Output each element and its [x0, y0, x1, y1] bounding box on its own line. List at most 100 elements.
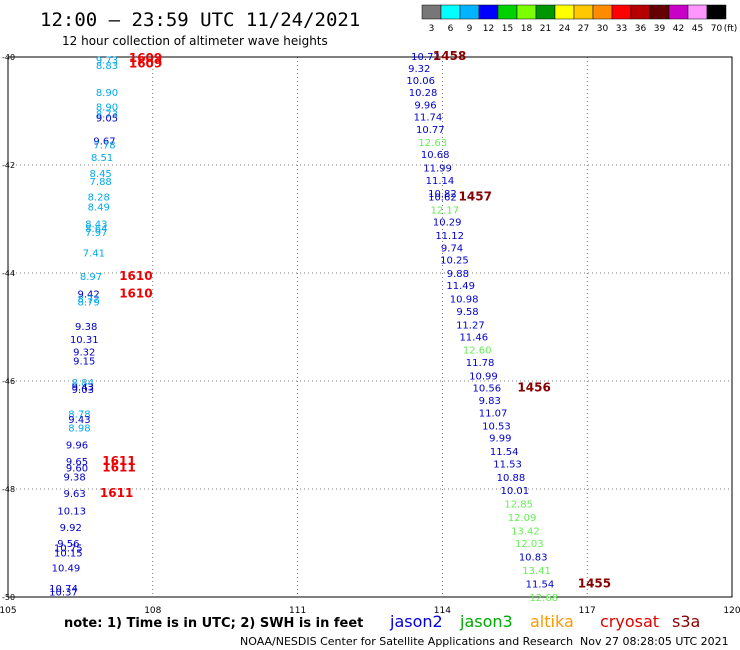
chart-title: 12:00 – 23:59 UTC 11/24/2021 — [40, 9, 360, 31]
swh-value-label: 13.42 — [511, 527, 540, 538]
swh-value-label: 8.72 — [77, 294, 99, 305]
swh-value-label: 12.85 — [504, 500, 533, 511]
swh-value-label: 11.07 — [479, 408, 508, 419]
swh-value-label: 11.27 — [456, 320, 485, 331]
swh-value-label: 9.38 — [63, 473, 85, 484]
swh-value-label: 11.54 — [490, 447, 519, 458]
colorbar-swatch — [440, 4, 461, 20]
y-tick-label: -44 — [2, 269, 15, 278]
swh-value-label: 11.14 — [426, 176, 455, 187]
swh-value-label: 10.99 — [469, 372, 498, 383]
x-tick-label: 105 — [0, 606, 17, 616]
swh-value-label: 11.12 — [435, 231, 464, 242]
swh-value-label: 7.97 — [85, 228, 107, 239]
swh-value-label: 12.63 — [418, 138, 447, 149]
swh-value-label: 10.01 — [500, 486, 529, 497]
colorbar-swatch — [497, 4, 518, 20]
swh-value-label: 8.97 — [80, 272, 102, 283]
swh-value-label: 9.63 — [63, 489, 85, 500]
swh-value-label: 9.43 — [68, 415, 90, 426]
colorbar-swatch — [649, 4, 670, 20]
y-tick-label: -46 — [2, 377, 15, 386]
swh-value-label: 9.65 — [66, 457, 88, 468]
swh-value-label: 11.74 — [414, 112, 443, 123]
footer-note: note: 1) Time is in UTC; 2) SWH is in fe… — [64, 616, 363, 631]
colorbar-label: 18 — [521, 24, 533, 34]
grid — [7, 56, 733, 598]
swh-value-label: 11.53 — [493, 460, 522, 471]
plot-frame — [7, 56, 733, 598]
swh-value-label: 9.58 — [456, 307, 478, 318]
swh-value-label: 8.45 — [90, 169, 112, 180]
colorbar-swatch — [668, 4, 689, 20]
y-tick-label: -42 — [2, 161, 15, 170]
time-label: 1610 — [119, 287, 152, 301]
swh-value-label: 9.38 — [75, 322, 97, 333]
swh-value-label: 9.96 — [66, 441, 88, 452]
data-points: 9.738.838.908.908.739.059.677.788.518.45… — [49, 52, 558, 604]
colorbar-swatch — [611, 4, 632, 20]
footer-timestamp: Nov 27 08:28:05 UTC 2021 — [580, 635, 729, 648]
swh-value-label: 10.37 — [49, 588, 78, 599]
time-label: 1609 — [129, 56, 162, 70]
swh-value-label: 10.88 — [497, 473, 526, 484]
swh-value-label: 9.83 — [479, 396, 501, 407]
swh-value-label: 9.67 — [93, 137, 115, 148]
swh-value-label: 9.92 — [60, 523, 82, 534]
swh-value-label: 10.13 — [57, 507, 86, 518]
swh-value-label: 10.31 — [70, 335, 99, 346]
swh-value-label: 10.82 — [428, 189, 457, 200]
swh-value-label: 11.78 — [466, 358, 495, 369]
swh-value-label: 9.42 — [77, 290, 99, 301]
swh-value-label: 8.84 — [72, 378, 94, 389]
swh-value-label: 11.49 — [446, 281, 475, 292]
x-tick-label: 111 — [289, 606, 306, 616]
swh-value-label: 8.79 — [77, 298, 99, 309]
colorbar-swatch — [687, 4, 708, 20]
swh-value-label: 10.83 — [519, 553, 548, 564]
swh-value-label: 11.99 — [423, 164, 452, 175]
chart-subtitle: 12 hour collection of altimeter wave hei… — [62, 34, 328, 48]
colorbar-swatch — [592, 4, 613, 20]
colorbar-label: 36 — [635, 24, 647, 34]
colorbar-label: 27 — [578, 24, 589, 34]
footer-credit: NOAA/NESDIS Center for Satellite Applica… — [240, 635, 573, 648]
colorbar-label: 3 — [429, 24, 435, 34]
swh-value-label: 13.41 — [522, 566, 551, 577]
swh-value-label: 10.53 — [482, 421, 511, 432]
colorbar-label: (ft) — [724, 24, 738, 34]
swh-value-label: 10.68 — [421, 150, 450, 161]
swh-value-label: 10.06 — [406, 76, 435, 87]
swh-value-label: 12.09 — [508, 513, 537, 524]
swh-value-label: 7.88 — [90, 177, 112, 188]
swh-value-label: 9.60 — [66, 463, 88, 474]
swh-value-label: 8.64 — [85, 224, 107, 235]
colorbar-swatch — [516, 4, 537, 20]
time-label: 1456 — [517, 380, 550, 394]
time-label: 1611 — [100, 486, 133, 500]
swh-value-label: 8.90 — [96, 103, 118, 114]
swh-value-label: 8.83 — [96, 61, 118, 72]
colorbar-label: 24 — [559, 24, 571, 34]
swh-value-label: 10.56 — [472, 383, 501, 394]
swh-value-label: 9.73 — [96, 56, 118, 67]
colorbar-swatch — [554, 4, 575, 20]
swh-value-label: 8.28 — [88, 192, 110, 203]
swh-value-label: 11.46 — [459, 333, 488, 344]
legend-item: s3a — [672, 612, 700, 631]
colorbar-swatch — [535, 4, 556, 20]
swh-value-label: 8.98 — [68, 423, 90, 434]
x-tick-label: 117 — [579, 606, 596, 616]
colorbar-label: 33 — [616, 24, 627, 34]
time-label: 1610 — [119, 269, 152, 283]
swh-value-label: 10.98 — [450, 294, 479, 305]
swh-value-label: 9.32 — [408, 64, 430, 75]
colorbar-swatch — [459, 4, 480, 20]
swh-value-label: 9.88 — [447, 269, 469, 280]
colorbar-label: 30 — [597, 24, 609, 34]
colorbar-label: 39 — [654, 24, 666, 34]
swh-value-label: 10.72 — [411, 52, 440, 63]
colorbar-label: 12 — [483, 24, 494, 34]
colorbar-swatch — [706, 4, 727, 20]
swh-value-label: 8.78 — [68, 409, 90, 420]
